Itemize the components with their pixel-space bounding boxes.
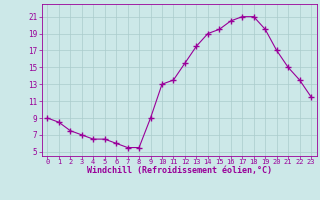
X-axis label: Windchill (Refroidissement éolien,°C): Windchill (Refroidissement éolien,°C): [87, 166, 272, 175]
